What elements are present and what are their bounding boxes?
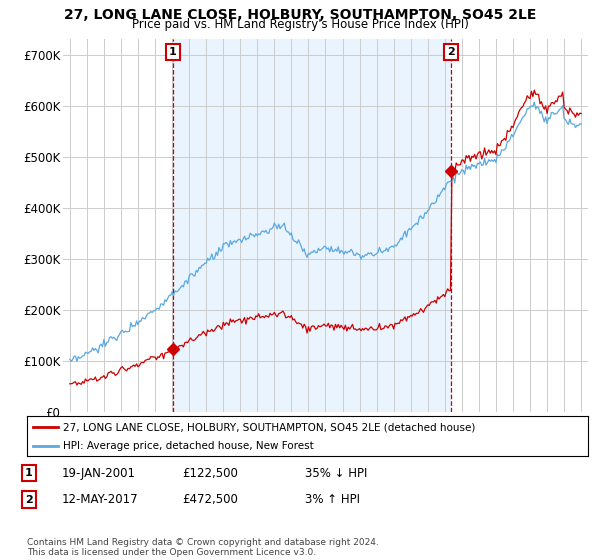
Text: 3% ↑ HPI: 3% ↑ HPI: [305, 493, 360, 506]
Text: Price paid vs. HM Land Registry's House Price Index (HPI): Price paid vs. HM Land Registry's House …: [131, 18, 469, 31]
Text: 1: 1: [25, 468, 32, 478]
Text: £122,500: £122,500: [182, 466, 238, 480]
Bar: [173, 39, 451, 412]
Text: 27, LONG LANE CLOSE, HOLBURY, SOUTHAMPTON, SO45 2LE (detached house): 27, LONG LANE CLOSE, HOLBURY, SOUTHAMPTO…: [64, 422, 476, 432]
Text: Contains HM Land Registry data © Crown copyright and database right 2024.
This d: Contains HM Land Registry data © Crown c…: [27, 538, 379, 557]
Text: 27, LONG LANE CLOSE, HOLBURY, SOUTHAMPTON, SO45 2LE: 27, LONG LANE CLOSE, HOLBURY, SOUTHAMPTO…: [64, 8, 536, 22]
Text: 2: 2: [25, 494, 32, 505]
Text: 1: 1: [169, 47, 177, 57]
Text: 19-JAN-2001: 19-JAN-2001: [62, 466, 136, 480]
Text: 12-MAY-2017: 12-MAY-2017: [62, 493, 139, 506]
Text: HPI: Average price, detached house, New Forest: HPI: Average price, detached house, New …: [64, 441, 314, 451]
Text: £472,500: £472,500: [182, 493, 238, 506]
Text: 2: 2: [447, 47, 455, 57]
Text: 35% ↓ HPI: 35% ↓ HPI: [305, 466, 367, 480]
